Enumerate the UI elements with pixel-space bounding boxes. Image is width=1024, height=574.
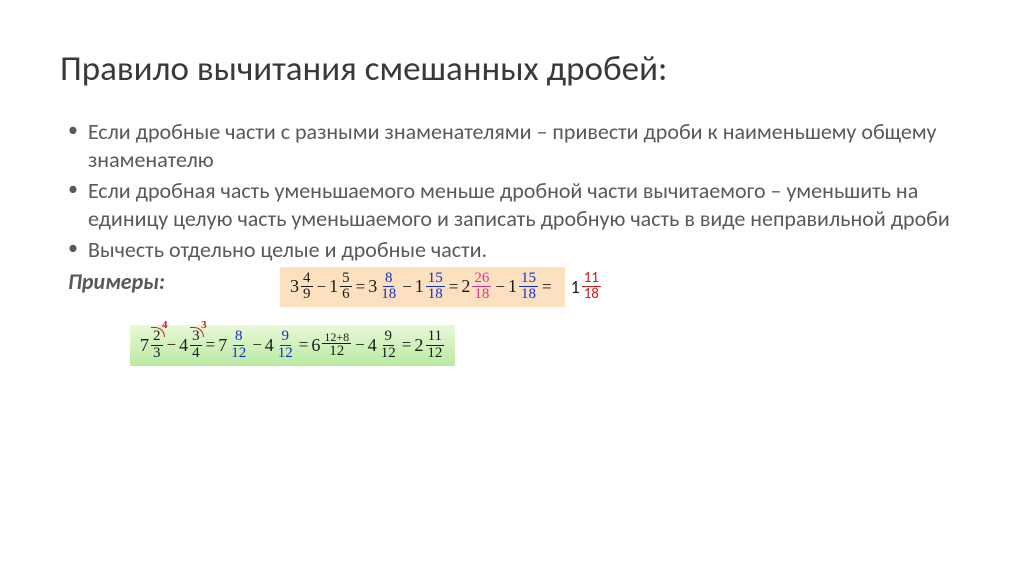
list-item: Если дробная часть уменьшаемого меньше д… — [60, 177, 964, 232]
page-title: Правило вычитания смешанных дробей: — [60, 48, 964, 90]
equation-box: 349 − 156 = 3818 − 11518 = 22618 − 11518… — [280, 267, 565, 308]
bullet-list: Если дробные части с разными знаменателя… — [60, 118, 964, 264]
list-item: Если дробные части с разными знаменателя… — [60, 118, 964, 173]
equation-box: 4 723 − 3 434 = 7812 − 4912 = 612+812 − … — [130, 325, 455, 366]
result-1: 11118 — [571, 271, 602, 304]
list-item: Вычесть отдельно целые и дробные части. — [60, 236, 964, 264]
example-1: 349 − 156 = 3818 − 11518 = 22618 − 11518… — [280, 267, 964, 308]
example-2: 4 723 − 3 434 = 7812 − 4912 = 612+812 − … — [130, 325, 964, 366]
